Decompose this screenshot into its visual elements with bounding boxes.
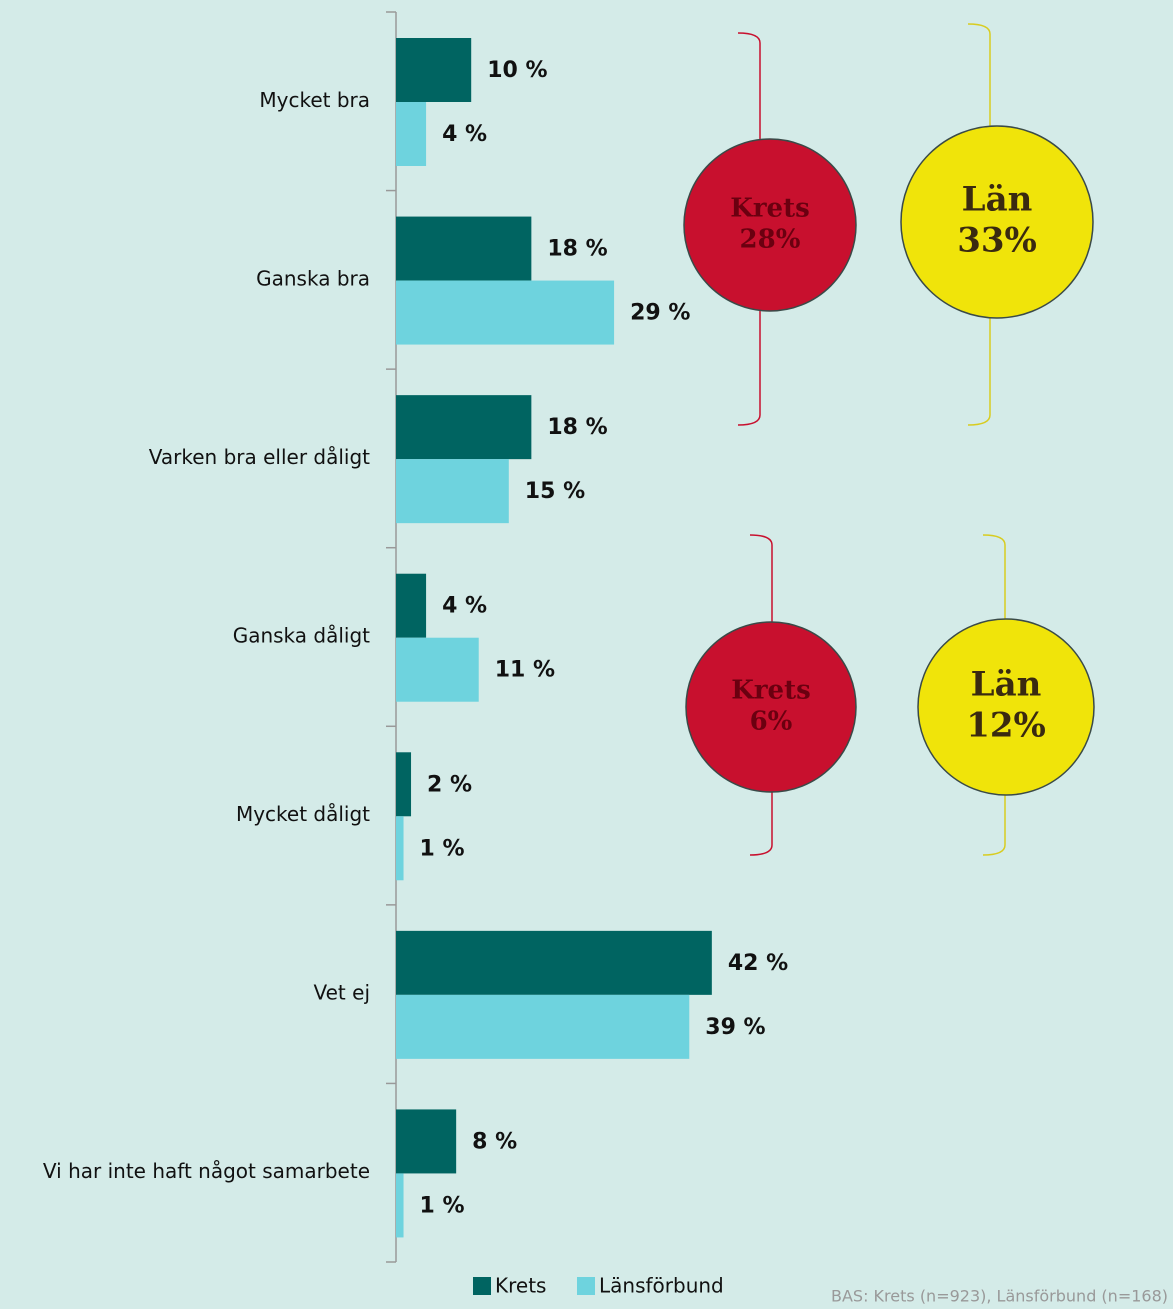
bar xyxy=(396,1109,457,1174)
annotation-value: 6% xyxy=(750,707,793,737)
bar xyxy=(396,459,509,524)
annotation-title: Län xyxy=(971,665,1042,705)
bracket xyxy=(967,23,991,426)
value-label: 4 % xyxy=(442,122,487,147)
value-label: 1 % xyxy=(420,836,465,861)
bar xyxy=(396,280,615,345)
category-label: Ganska bra xyxy=(256,266,370,290)
annotation-circle xyxy=(685,621,857,793)
bar xyxy=(396,816,404,881)
value-label: 1 % xyxy=(420,1193,465,1218)
value-label: 18 % xyxy=(547,415,607,440)
value-label: 2 % xyxy=(427,772,472,797)
category-label: Mycket dåligt xyxy=(236,802,370,826)
category-label: Varken bra eller dåligt xyxy=(149,445,370,469)
legend-label: Krets xyxy=(495,1274,546,1298)
value-label: 10 % xyxy=(487,58,547,83)
bracket xyxy=(737,32,761,426)
legend-swatch xyxy=(577,1277,595,1295)
annotation-title: Krets xyxy=(730,193,810,223)
annotation-circle xyxy=(917,618,1095,796)
annotation-title: Krets xyxy=(731,675,811,705)
bar xyxy=(396,216,532,281)
value-label: 39 % xyxy=(705,1015,765,1040)
bar xyxy=(396,930,712,995)
bar xyxy=(396,395,532,460)
legend-label: Länsförbund xyxy=(599,1274,724,1298)
value-label: 4 % xyxy=(442,594,487,619)
bar xyxy=(396,752,412,817)
bar xyxy=(396,102,427,166)
value-label: 42 % xyxy=(728,951,788,976)
annotation-title: Län xyxy=(962,180,1033,220)
value-label: 8 % xyxy=(472,1129,517,1154)
category-label: Vi har inte haft något samarbete xyxy=(43,1159,370,1183)
bar xyxy=(396,637,479,702)
annotation-value: 12% xyxy=(966,705,1046,745)
value-label: 29 % xyxy=(630,301,690,326)
bar xyxy=(396,38,472,102)
bar xyxy=(396,1173,404,1238)
category-label: Mycket bra xyxy=(259,88,370,112)
bracket xyxy=(749,534,773,856)
value-label: 11 % xyxy=(495,658,555,683)
annotation-value: 28% xyxy=(740,225,801,255)
value-label: 15 % xyxy=(525,479,585,504)
bracket xyxy=(982,534,1006,856)
annotation-circle xyxy=(900,125,1094,319)
legend-swatch xyxy=(473,1277,491,1295)
category-label: Ganska dåligt xyxy=(233,624,370,648)
annotation-circle xyxy=(683,138,857,312)
bar xyxy=(396,994,690,1059)
category-label: Vet ej xyxy=(314,981,371,1005)
annotation-value: 33% xyxy=(957,220,1037,260)
footnote: BAS: Krets (n=923), Länsförbund (n=168) xyxy=(831,1287,1168,1306)
value-label: 18 % xyxy=(547,237,607,262)
bar xyxy=(396,573,427,638)
